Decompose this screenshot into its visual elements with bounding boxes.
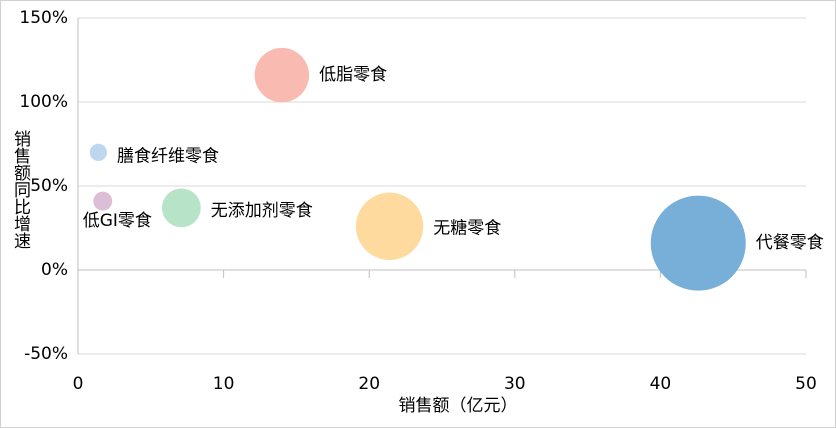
- y-tick-label: -50%: [24, 344, 68, 364]
- y-tick-label: 0%: [41, 260, 68, 280]
- x-tick-label: 50: [795, 374, 817, 394]
- bubble-label: 无添加剂零食: [211, 201, 313, 221]
- bubble: [93, 191, 113, 211]
- x-tick-label: 30: [504, 374, 526, 394]
- bubble-label: 膳食纤维零食: [117, 146, 219, 166]
- bubble: [650, 195, 746, 291]
- x-tick-label: 0: [73, 374, 84, 394]
- bubble: [355, 192, 424, 260]
- bubble: [161, 188, 201, 228]
- y-tick-label: 100%: [19, 92, 68, 112]
- x-tick-label: 10: [213, 374, 235, 394]
- bubble: [254, 47, 310, 103]
- x-tick-label: 40: [650, 374, 672, 394]
- x-tick-label: 20: [358, 374, 380, 394]
- x-axis-title: 销售额（亿元）: [399, 396, 518, 416]
- bubble-label: 无糖零食: [433, 218, 501, 238]
- y-tick-label: 50%: [30, 176, 68, 196]
- bubble-label: 代餐零食: [756, 233, 824, 253]
- y-tick-label: 150%: [19, 8, 68, 28]
- bubble-label: 低GI零食: [83, 211, 152, 231]
- bubble-label: 低脂零食: [319, 65, 387, 85]
- y-axis-title: 销售额同比增速: [10, 130, 31, 249]
- bubble: [89, 143, 107, 162]
